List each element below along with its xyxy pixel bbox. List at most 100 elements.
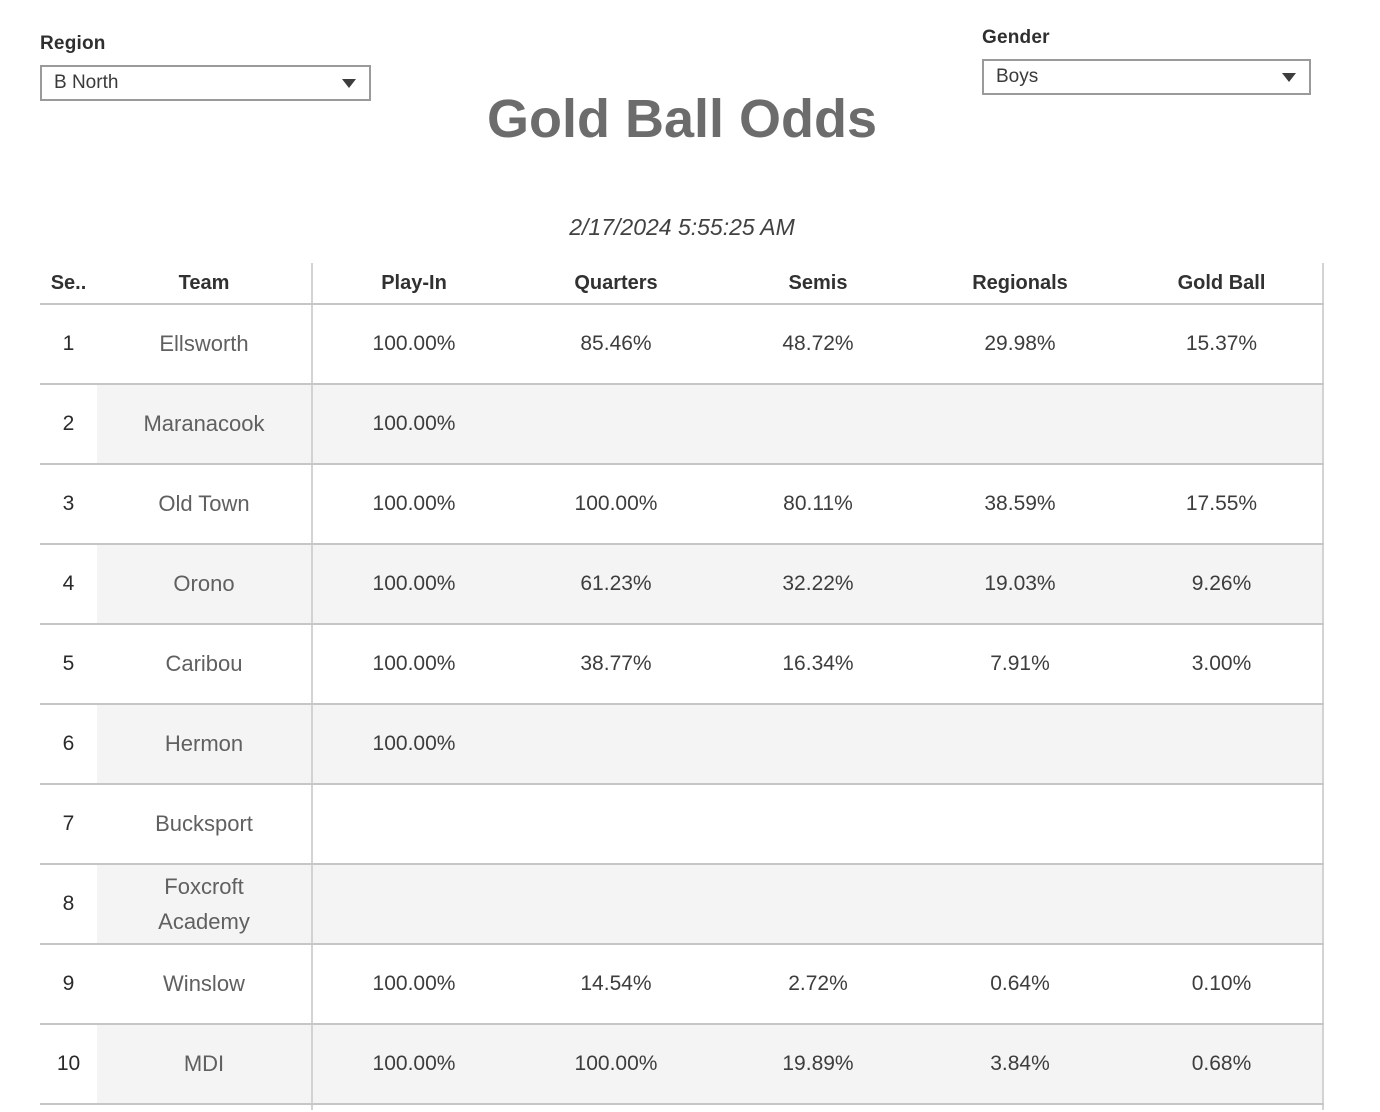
value-cell[interactable] <box>717 385 919 463</box>
table-header-row: Se.. Team Play-In Quarters Semis Regionals Gol… <box>40 263 1324 305</box>
value-cell[interactable]: 100.00% <box>372 332 456 355</box>
value-cell[interactable]: 19.03% <box>919 545 1121 623</box>
value-cell <box>717 1105 919 1110</box>
table-row: 9 Winslow 100.00% 14.54% 2.72% 0.64% 0.10% <box>40 945 1324 1025</box>
column-header-gold-ball[interactable]: Gold Ball <box>1121 263 1324 303</box>
seed-cell[interactable]: 8 <box>62 892 75 915</box>
team-cell[interactable]: Winslow <box>97 945 313 1023</box>
value-cell <box>515 1105 717 1110</box>
team-cell[interactable]: Bucksport <box>97 785 313 863</box>
column-header-regionals[interactable]: Regionals <box>919 263 1121 303</box>
value-cell[interactable]: 2.72% <box>788 972 848 995</box>
region-dropdown[interactable]: B North <box>40 65 371 101</box>
value-cell[interactable]: 3.00% <box>1121 625 1324 703</box>
value-cell[interactable] <box>313 785 515 863</box>
seed-cell[interactable]: 1 <box>62 332 75 355</box>
value-cell[interactable]: 100.00% <box>372 972 456 995</box>
table-row-partial <box>40 1105 1324 1110</box>
column-header-se[interactable]: Se.. <box>40 263 97 303</box>
value-cell[interactable]: 38.77% <box>580 652 652 675</box>
value-cell[interactable] <box>717 785 919 863</box>
value-cell[interactable]: 100.00% <box>313 705 515 783</box>
gender-filter: Gender Boys <box>982 27 1311 95</box>
seed-cell[interactable]: 5 <box>62 652 75 675</box>
value-cell[interactable] <box>919 785 1121 863</box>
seed-cell[interactable]: 6 <box>62 732 75 755</box>
gender-dropdown-value: Boys <box>996 66 1039 87</box>
last-updated-timestamp: 2/17/2024 5:55:25 AM <box>569 214 795 240</box>
team-cell[interactable]: Maranacook <box>97 385 313 463</box>
value-cell[interactable] <box>515 865 717 943</box>
value-cell[interactable]: 38.59% <box>984 492 1056 515</box>
value-cell[interactable] <box>313 865 515 943</box>
table-row: 6 Hermon 100.00% <box>40 705 1324 785</box>
value-cell[interactable] <box>919 865 1121 943</box>
dropdown-caret-icon <box>342 79 356 88</box>
dropdown-caret-icon <box>1282 73 1296 82</box>
seed-cell[interactable]: 10 <box>56 1052 81 1075</box>
value-cell <box>1121 1105 1324 1110</box>
value-cell[interactable]: 32.22% <box>717 545 919 623</box>
value-cell[interactable]: 61.23% <box>515 545 717 623</box>
value-cell[interactable]: 80.11% <box>783 492 853 515</box>
column-header-semis[interactable]: Semis <box>717 263 919 303</box>
value-cell[interactable]: 100.00% <box>313 545 515 623</box>
seed-cell[interactable]: 7 <box>62 812 75 835</box>
value-cell[interactable] <box>1121 705 1324 783</box>
team-cell[interactable]: Old Town <box>97 465 313 543</box>
team-cell[interactable]: Foxcroft Academy <box>97 865 313 943</box>
seed-cell[interactable]: 9 <box>62 972 75 995</box>
value-cell[interactable]: 17.55% <box>1121 465 1324 543</box>
team-cell[interactable]: Ellsworth <box>97 305 313 383</box>
value-cell[interactable] <box>515 705 717 783</box>
value-cell[interactable]: 100.00% <box>313 1025 515 1103</box>
team-cell <box>97 1105 313 1110</box>
region-filter-label: Region <box>40 33 106 54</box>
value-cell[interactable]: 85.46% <box>580 332 652 355</box>
value-cell[interactable]: 7.91% <box>990 652 1050 675</box>
team-cell[interactable]: Caribou <box>97 625 313 703</box>
value-cell[interactable] <box>515 385 717 463</box>
value-cell[interactable] <box>717 705 919 783</box>
value-cell[interactable] <box>1121 385 1324 463</box>
value-cell[interactable]: 100.00% <box>372 652 456 675</box>
team-cell[interactable]: MDI <box>97 1025 313 1103</box>
value-cell[interactable] <box>717 865 919 943</box>
odds-table: Se.. Team Play-In Quarters Semis Regionals Gol… <box>40 263 1324 1110</box>
value-cell <box>919 1105 1121 1110</box>
column-header-play-in[interactable]: Play-In <box>313 263 515 303</box>
value-cell[interactable]: 100.00% <box>574 492 658 515</box>
value-cell[interactable]: 3.84% <box>919 1025 1121 1103</box>
value-cell[interactable] <box>515 785 717 863</box>
seed-cell[interactable]: 2 <box>62 412 75 435</box>
value-cell[interactable]: 16.34% <box>782 652 854 675</box>
column-header-team[interactable]: Team <box>97 263 313 303</box>
team-cell[interactable]: Hermon <box>97 705 313 783</box>
region-filter: Region B North <box>40 33 371 101</box>
value-cell[interactable]: 29.98% <box>984 332 1056 355</box>
value-cell[interactable]: 48.72% <box>782 332 854 355</box>
value-cell[interactable]: 19.89% <box>717 1025 919 1103</box>
value-cell[interactable]: 14.54% <box>580 972 652 995</box>
value-cell[interactable]: 0.10% <box>1121 945 1324 1023</box>
value-cell[interactable] <box>919 385 1121 463</box>
value-cell[interactable]: 100.00% <box>313 385 515 463</box>
seed-cell[interactable]: 3 <box>62 492 75 515</box>
table-row: 5 Caribou 100.00% 38.77% 16.34% 7.91% 3.00% <box>40 625 1324 705</box>
value-cell[interactable]: 9.26% <box>1121 545 1324 623</box>
value-cell[interactable] <box>1121 865 1324 943</box>
column-header-quarters[interactable]: Quarters <box>515 263 717 303</box>
value-cell[interactable]: 0.64% <box>990 972 1050 995</box>
value-cell[interactable] <box>1121 785 1324 863</box>
value-cell[interactable] <box>919 705 1121 783</box>
value-cell[interactable]: 100.00% <box>515 1025 717 1103</box>
value-cell[interactable]: 100.00% <box>372 492 456 515</box>
seed-cell[interactable]: 4 <box>62 572 75 595</box>
team-cell[interactable]: Orono <box>97 545 313 623</box>
gender-dropdown[interactable]: Boys <box>982 59 1311 95</box>
value-cell[interactable]: 15.37% <box>1121 305 1324 383</box>
table-row: 3 Old Town 100.00% 100.00% 80.11% 38.59% 17.55… <box>40 465 1324 545</box>
value-cell[interactable]: 0.68% <box>1121 1025 1324 1103</box>
table-row: 2 Maranacook 100.00% <box>40 385 1324 465</box>
table-row: 8 Foxcroft Academy <box>40 865 1324 945</box>
